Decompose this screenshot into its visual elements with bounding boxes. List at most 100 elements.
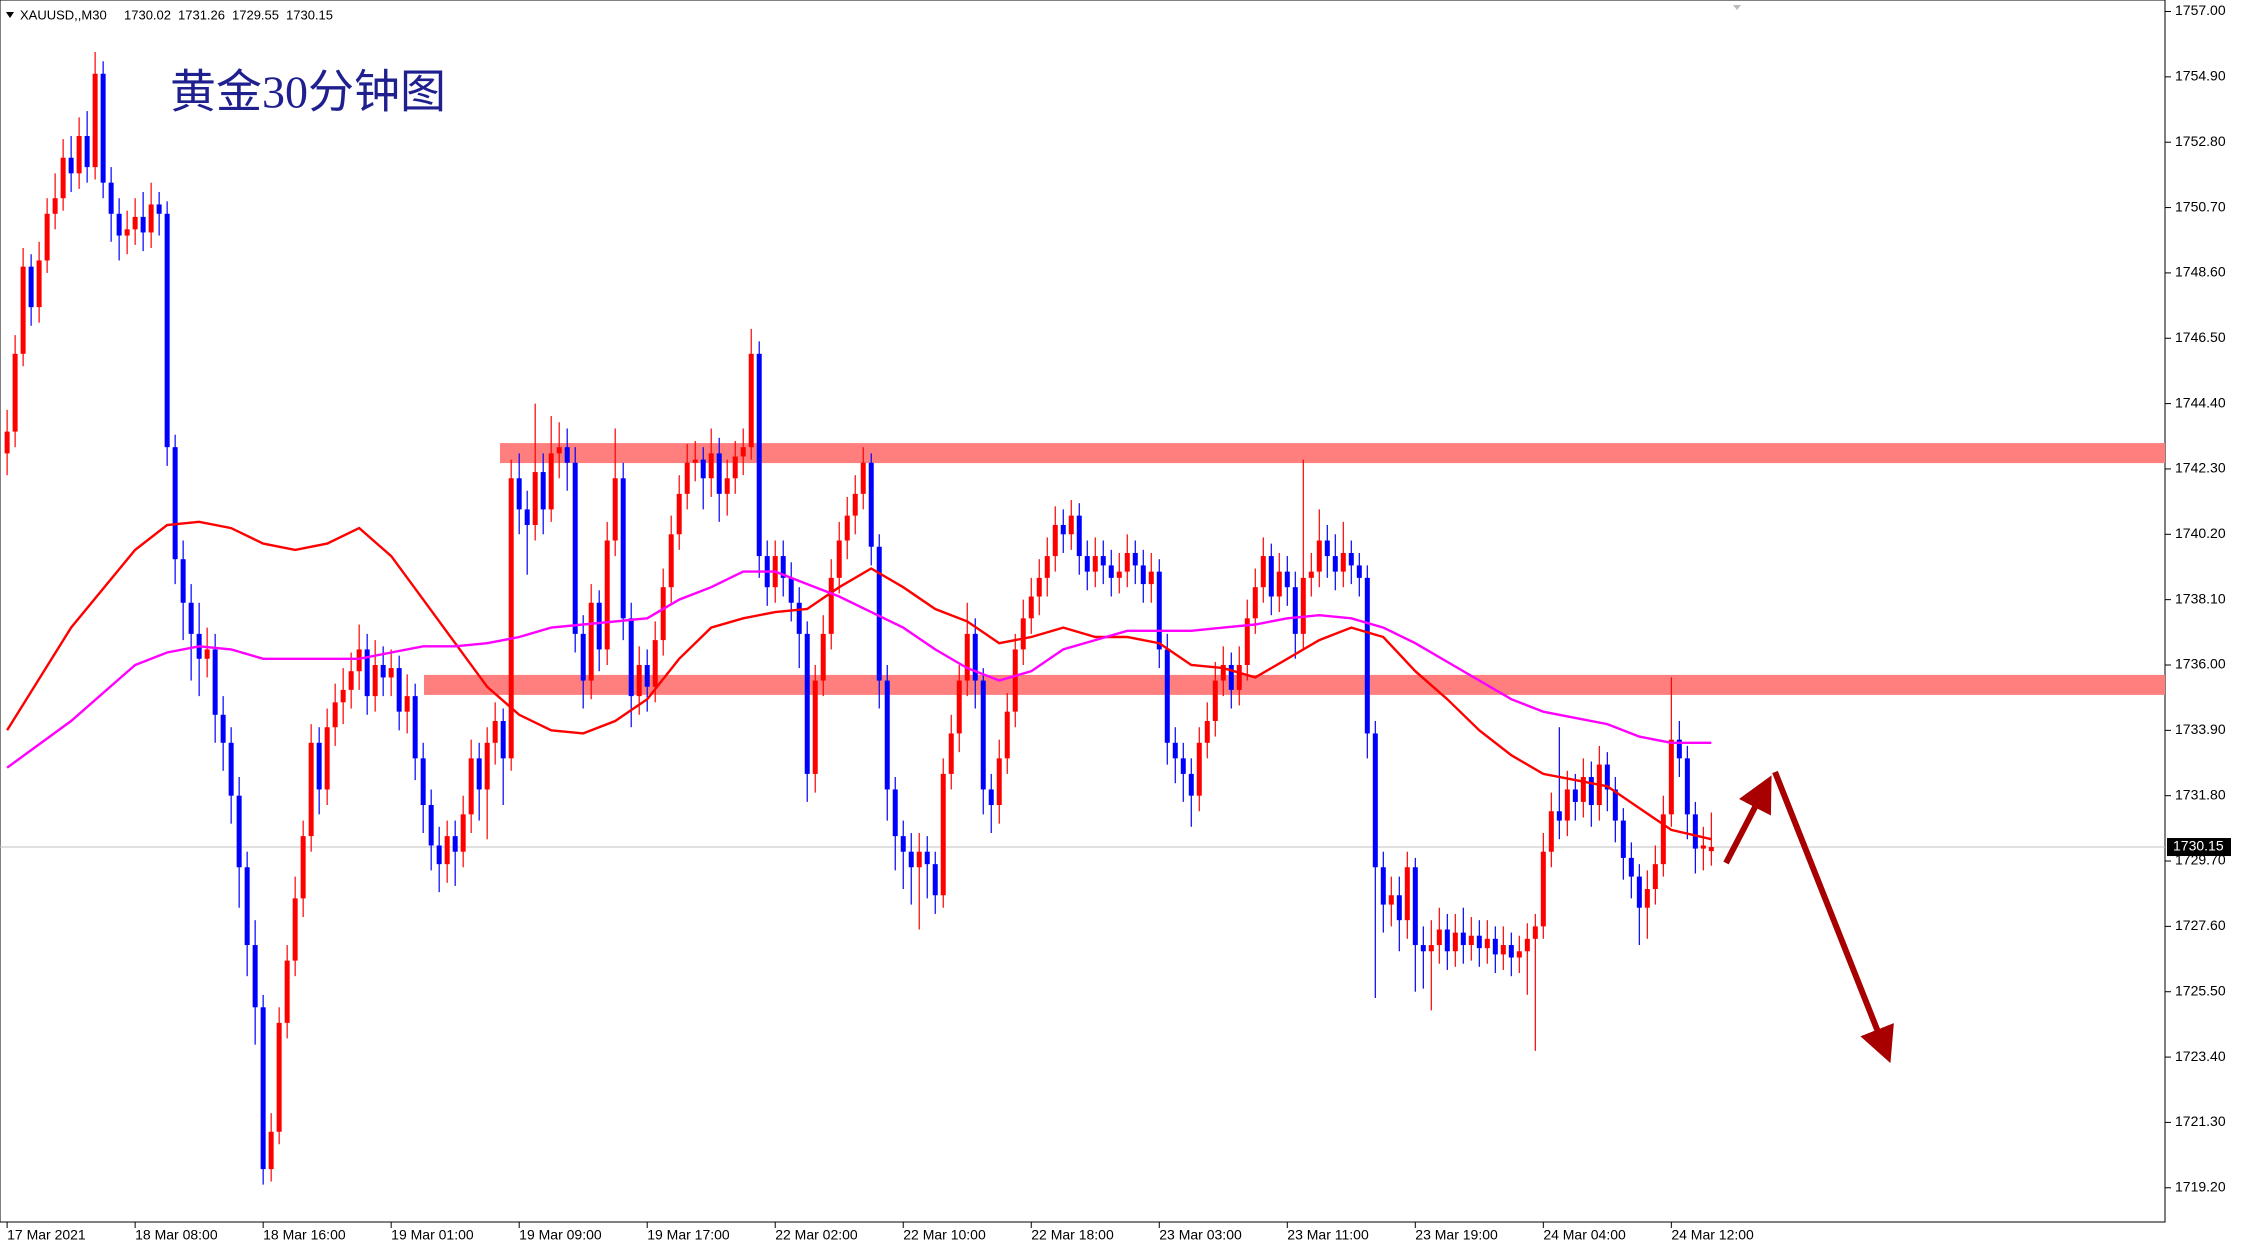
- candle-body: [492, 721, 498, 743]
- candle-body: [76, 135, 82, 174]
- y-tick-label: 1736.00: [2175, 656, 2226, 672]
- candle-body: [1604, 764, 1610, 790]
- candle-body: [852, 493, 858, 516]
- candle-body: [1660, 814, 1666, 865]
- candle-body: [676, 493, 682, 535]
- candle-body: [932, 864, 938, 896]
- candle-body: [1564, 789, 1570, 821]
- candle-body: [1052, 524, 1058, 557]
- candle-body: [436, 845, 442, 865]
- candle-body: [1332, 556, 1338, 572]
- candle-body: [1004, 711, 1010, 759]
- candle-body: [1476, 935, 1482, 949]
- candle-body: [300, 836, 306, 899]
- candle-body: [1108, 565, 1114, 578]
- levels: [423, 443, 2166, 695]
- moving-averages: [6, 520, 1712, 841]
- candle-body: [628, 618, 634, 697]
- candle-body: [1692, 814, 1698, 849]
- candle-body: [716, 453, 722, 494]
- candle-body: [220, 714, 226, 743]
- candle-body: [844, 515, 850, 541]
- candle-body: [500, 721, 506, 759]
- candle-body: [612, 478, 618, 541]
- x-tick-label: 19 Mar 17:00: [647, 1227, 730, 1243]
- candle-body: [1148, 571, 1154, 585]
- candle-body: [748, 353, 754, 448]
- candle-body: [1244, 618, 1250, 665]
- candle-body: [892, 789, 898, 837]
- candle-body: [252, 945, 258, 1008]
- candle-body: [44, 213, 50, 261]
- candle-body: [596, 602, 602, 650]
- y-tick-label: 1746.50: [2175, 329, 2226, 345]
- candle-body: [1044, 556, 1050, 578]
- candle-body: [700, 459, 706, 479]
- y-tick-label: 1721.30: [2175, 1113, 2226, 1129]
- candle-body: [1020, 618, 1026, 650]
- candle-body: [348, 671, 354, 690]
- ohlc-open: 1730.02: [124, 7, 171, 22]
- candle-body: [1140, 565, 1146, 585]
- candle-body: [780, 556, 786, 578]
- candle-body: [1508, 945, 1514, 958]
- candle-body: [204, 649, 210, 659]
- candle-body: [1116, 571, 1122, 578]
- candle-body: [1060, 524, 1066, 535]
- candle-body: [1196, 742, 1202, 796]
- candle-body: [380, 664, 386, 678]
- candle-body: [588, 602, 594, 681]
- y-tick-label: 1723.40: [2175, 1048, 2226, 1064]
- candle-body: [1628, 857, 1634, 877]
- candle-body: [316, 742, 322, 790]
- candle-body: [1252, 587, 1258, 619]
- last-price-box: [2167, 838, 2231, 857]
- candle-body: [964, 633, 970, 681]
- candle-body: [1164, 649, 1170, 743]
- y-tick-label: 1731.80: [2175, 786, 2226, 802]
- candle-body: [1532, 926, 1538, 939]
- candle-body: [148, 204, 154, 233]
- candle-body: [444, 836, 450, 865]
- candle-body: [364, 649, 370, 697]
- candle-body: [652, 640, 658, 687]
- symbol: XAUUSD,,M30: [20, 7, 107, 22]
- candle-body: [12, 353, 18, 432]
- candle-body: [1684, 758, 1690, 815]
- candle-body: [1444, 929, 1450, 952]
- candle-body: [908, 851, 914, 868]
- candle-body: [740, 447, 746, 457]
- y-tick-label: 1733.90: [2175, 721, 2226, 737]
- y-tick-label: 1754.90: [2175, 68, 2226, 84]
- candle-body: [868, 462, 874, 547]
- candle-body: [1420, 945, 1426, 952]
- candle-body: [1588, 777, 1594, 806]
- candle-body: [756, 353, 762, 557]
- candle-body: [156, 204, 162, 214]
- candle-body: [1612, 789, 1618, 821]
- candle-body: [860, 462, 866, 494]
- x-tick-label: 19 Mar 09:00: [519, 1227, 602, 1243]
- y-tick-label: 1752.80: [2175, 133, 2226, 149]
- candle-body: [1452, 932, 1458, 952]
- ma-line: [6, 570, 1712, 769]
- candle-body: [1364, 577, 1370, 734]
- x-tick-label: 19 Mar 01:00: [391, 1227, 474, 1243]
- candle-body: [476, 758, 482, 790]
- candle-body: [804, 633, 810, 774]
- x-tick-label: 23 Mar 19:00: [1415, 1227, 1498, 1243]
- candle-body: [36, 260, 42, 308]
- ohlc-high: 1731.26: [178, 7, 225, 22]
- candle-body: [1580, 777, 1586, 802]
- candle-body: [900, 836, 906, 852]
- candle-body: [20, 266, 26, 354]
- candle-body: [340, 689, 346, 703]
- candle-body: [1348, 552, 1354, 566]
- candle-body: [732, 456, 738, 479]
- candle-body: [68, 157, 74, 174]
- candle-body: [564, 447, 570, 463]
- level-zone: [423, 674, 2165, 695]
- candle-body: [1124, 552, 1130, 572]
- last-price-label: 1730.15: [2173, 838, 2224, 854]
- y-tick-label: 1725.50: [2175, 982, 2226, 998]
